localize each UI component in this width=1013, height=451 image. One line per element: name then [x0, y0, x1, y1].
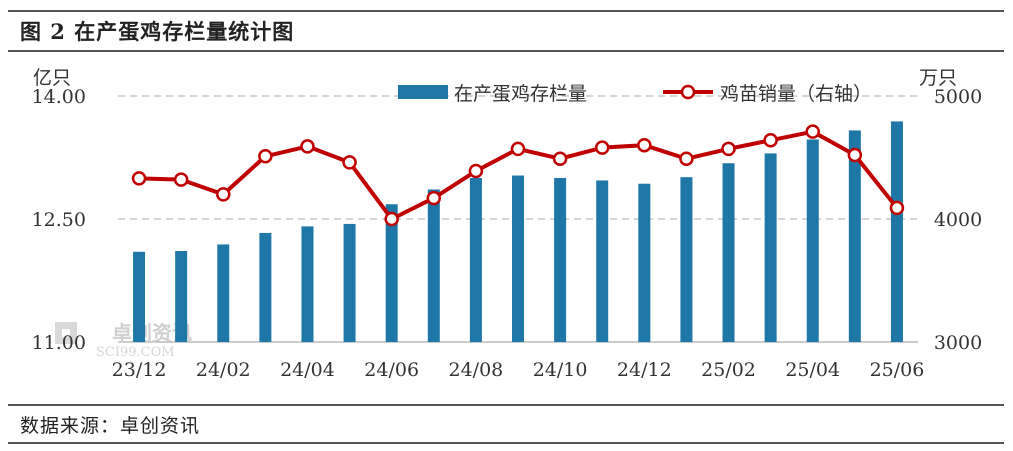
line-point: [805, 124, 820, 139]
right-axis-unit: 万只: [919, 67, 957, 89]
watermark-subtext: SCI99.COM: [96, 345, 175, 360]
x-tick-label: 25/04: [785, 359, 840, 381]
legend-label-line: 鸡苗销量（右轴）: [720, 83, 872, 105]
bar: [133, 251, 146, 342]
line-series: [131, 124, 905, 227]
x-tick-label: 23/12: [112, 359, 167, 381]
x-tick-label: 24/04: [280, 359, 335, 381]
line-point: [594, 140, 610, 155]
line-point: [721, 141, 736, 157]
x-tick-label: 24/02: [196, 359, 251, 381]
bar: [638, 183, 651, 342]
legend-swatch-bar: [398, 85, 448, 99]
x-tick-label: 25/02: [701, 359, 756, 381]
line-point: [637, 137, 652, 153]
bar-series: [133, 121, 903, 342]
figure-title: 图 2 在产蛋鸡存栏量统计图: [20, 19, 295, 44]
line-point: [889, 200, 905, 216]
line-point: [552, 151, 568, 166]
axes: 14.00 12.50 11.00 5000 4000 3000 亿只 万只 23/12 24/0…: [32, 67, 983, 381]
right-tick-label: 4000: [934, 209, 982, 231]
bar: [554, 178, 567, 342]
line-point: [258, 149, 273, 164]
line-point: [847, 147, 863, 163]
line-point: [300, 139, 315, 154]
bar: [680, 177, 693, 342]
source-note: 数据来源：卓创资讯: [20, 414, 201, 437]
line-point: [679, 151, 694, 166]
source-bar: 数据来源：卓创资讯: [8, 404, 1004, 444]
line-point: [510, 141, 526, 157]
x-tick-label: 24/06: [364, 359, 419, 381]
bar: [722, 163, 735, 342]
left-tick-label: 12.50: [32, 209, 86, 231]
x-tick-label: 24/08: [449, 359, 504, 381]
left-tick-label: 14.00: [32, 86, 86, 108]
bar: [175, 250, 188, 342]
right-tick-label: 3000: [934, 332, 982, 354]
bar: [806, 139, 819, 342]
bar: [301, 226, 314, 342]
legend-label-bar: 在产蛋鸡存栏量: [454, 83, 587, 105]
line-point: [216, 187, 231, 202]
bar: [385, 204, 398, 342]
bar: [512, 175, 524, 342]
line-point: [131, 171, 147, 186]
figure-title-bar: 图 2 在产蛋鸡存栏量统计图: [8, 10, 1004, 52]
right-tick-label: 5000: [934, 86, 982, 108]
legend-swatch-marker: [680, 84, 696, 100]
line-point: [173, 172, 189, 187]
x-tick-label: 24/10: [533, 359, 588, 381]
line-point: [342, 155, 357, 170]
line-point: [384, 211, 399, 227]
x-tick-label: 24/12: [617, 359, 672, 381]
bar: [596, 180, 609, 342]
line-point: [763, 133, 778, 148]
bar: [469, 178, 482, 342]
watermark-logo-inner: [62, 329, 70, 337]
left-axis-unit: 亿只: [33, 67, 71, 89]
line-point: [426, 190, 442, 206]
bar: [427, 189, 440, 342]
legend: 在产蛋鸡存栏量 鸡苗销量（右轴）: [398, 83, 872, 105]
chart-area: 卓创资讯 SCI99.COM 14.00 12.50 11.00 5000 4000 300…: [0, 50, 1013, 398]
bar: [848, 130, 861, 342]
bar: [259, 232, 272, 342]
left-tick-label: 11.00: [32, 332, 86, 354]
x-tick-label: 25/06: [870, 359, 925, 381]
bar: [217, 244, 230, 342]
bar: [343, 223, 356, 342]
line-point: [468, 163, 484, 179]
bar: [890, 121, 903, 342]
bar: [764, 153, 777, 342]
